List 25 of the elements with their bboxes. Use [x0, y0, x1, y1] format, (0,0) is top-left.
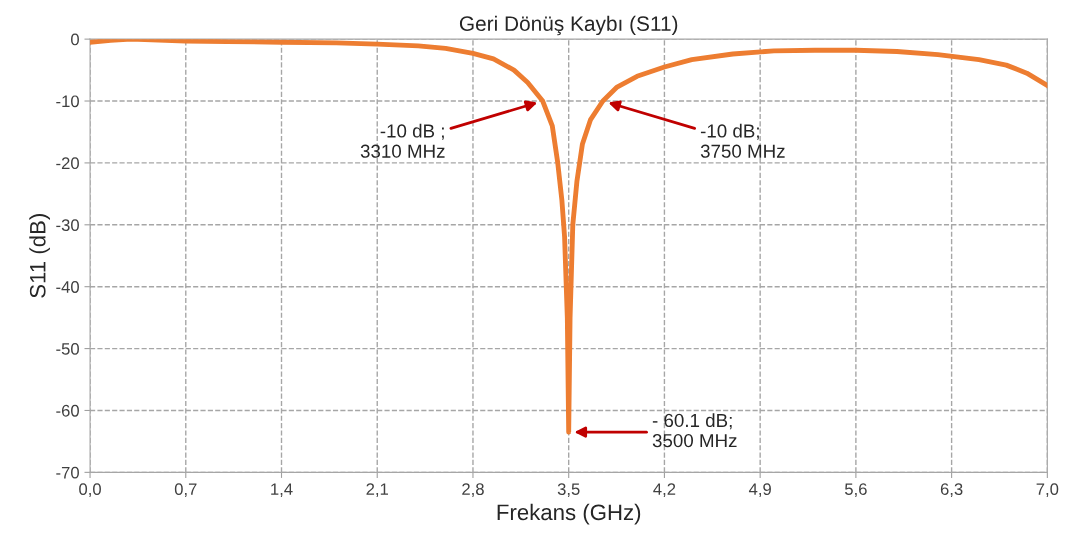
- x-tick-label: 5,6: [844, 483, 867, 497]
- y-axis-title: S11 (dB): [29, 214, 50, 298]
- y-tick-label: -20: [56, 157, 79, 170]
- x-tick-label: 2,8: [462, 483, 484, 497]
- y-tick-label: -50: [56, 342, 79, 355]
- x-tick-label: 2,1: [366, 483, 389, 497]
- y-tick-label: -10: [56, 95, 79, 108]
- annotation: -10 dB ; 3310 MHz: [360, 123, 445, 158]
- x-tick-label: 0,0: [79, 483, 101, 497]
- annotation: - 60.1 dB; 3500 MHz: [652, 413, 737, 448]
- y-tick-label: -40: [56, 281, 79, 293]
- annotation: -10 dB; 3750 MHz: [700, 123, 785, 158]
- x-tick-label: 1,4: [271, 483, 293, 497]
- x-tick-label: 6,3: [940, 483, 963, 497]
- y-tick-label: -70: [56, 466, 79, 479]
- x-tick-label: 4,9: [748, 483, 771, 497]
- x-tick-label: 3,5: [557, 483, 580, 497]
- y-tick-label: 0: [71, 33, 79, 46]
- y-tick-label: -60: [56, 404, 79, 417]
- x-tick-label: 4,2: [653, 483, 676, 497]
- chart-title: Geri Dönüş Kaybı (S11): [459, 15, 678, 36]
- x-tick-label: 0,7: [174, 483, 197, 497]
- y-tick-label: -30: [56, 219, 79, 231]
- x-tick-label: 7,0: [1036, 483, 1059, 497]
- x-axis-title: Frekans (GHz): [497, 503, 641, 525]
